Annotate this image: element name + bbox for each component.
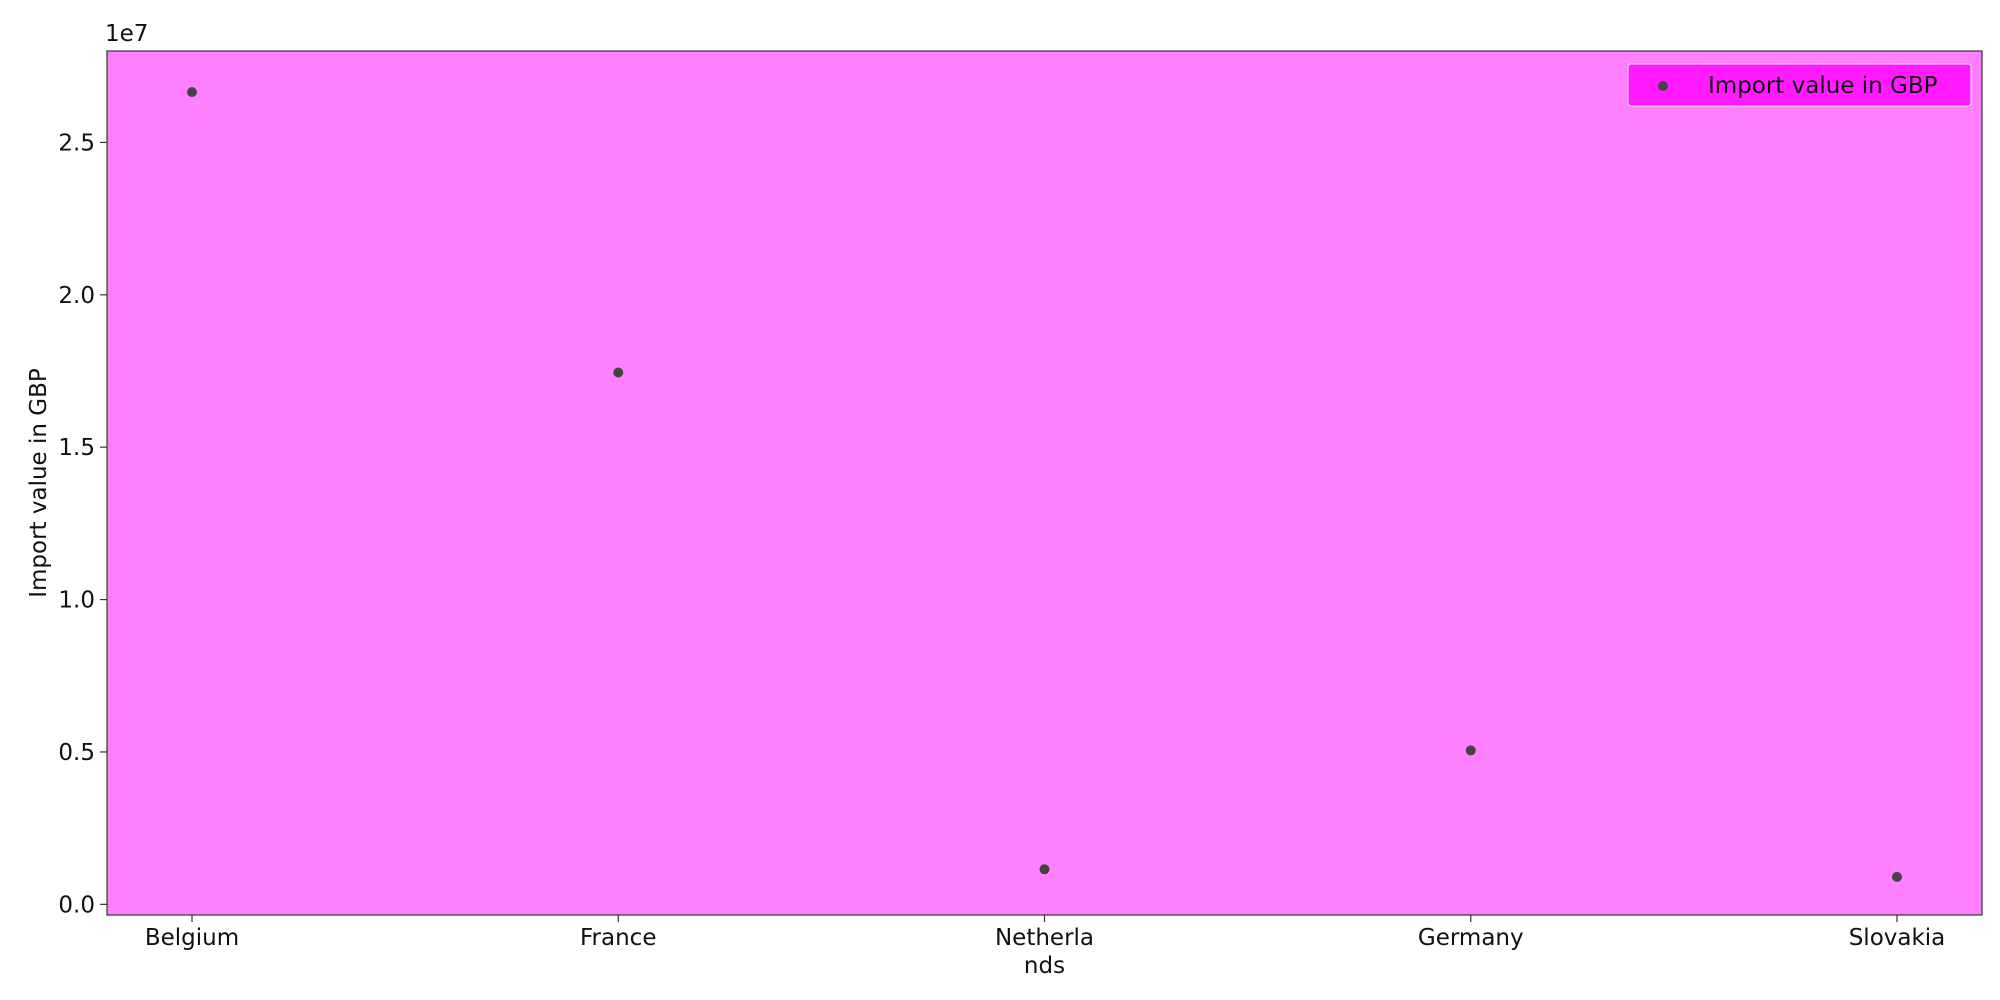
- y-tick-label: 0.0: [58, 892, 95, 918]
- x-tick-label: Germany: [1418, 925, 1524, 951]
- data-point: [613, 367, 624, 378]
- x-tick-label: Slovakia: [1849, 925, 1946, 951]
- data-point: [1465, 745, 1476, 756]
- data-point: [1892, 871, 1902, 882]
- x-tick-label: France: [580, 925, 656, 951]
- y-tick-label: 2.5: [58, 130, 95, 156]
- legend-box: [1627, 63, 1972, 107]
- y-tick-label: 1.0: [58, 588, 95, 614]
- data-point: [187, 87, 197, 98]
- y-tick-label: 1.5: [58, 435, 95, 461]
- legend-label: Import value in GBP: [1708, 73, 1938, 99]
- x-axis-ticks: Belgium France Netherla nds Germany Slovakia: [145, 915, 1945, 979]
- y-axis-ticks: 0.0 0.5 1.0 1.5 2.0 2.5: [58, 130, 107, 918]
- x-tick-label: Netherla nds: [995, 925, 1094, 979]
- y-axis-label: Import value in GBP: [26, 368, 52, 598]
- legend-marker: [1658, 81, 1668, 91]
- data-points: [187, 87, 1902, 882]
- legend: Import value in GBP: [1627, 63, 1972, 107]
- x-tick-label: Belgium: [145, 925, 239, 951]
- y-tick-label: 0.5: [58, 740, 95, 766]
- y-tick-label: 2.0: [58, 283, 95, 309]
- y-scale-factor-label: 1e7: [105, 21, 148, 47]
- plot-area: [106, 50, 1983, 916]
- data-point: [1039, 864, 1050, 875]
